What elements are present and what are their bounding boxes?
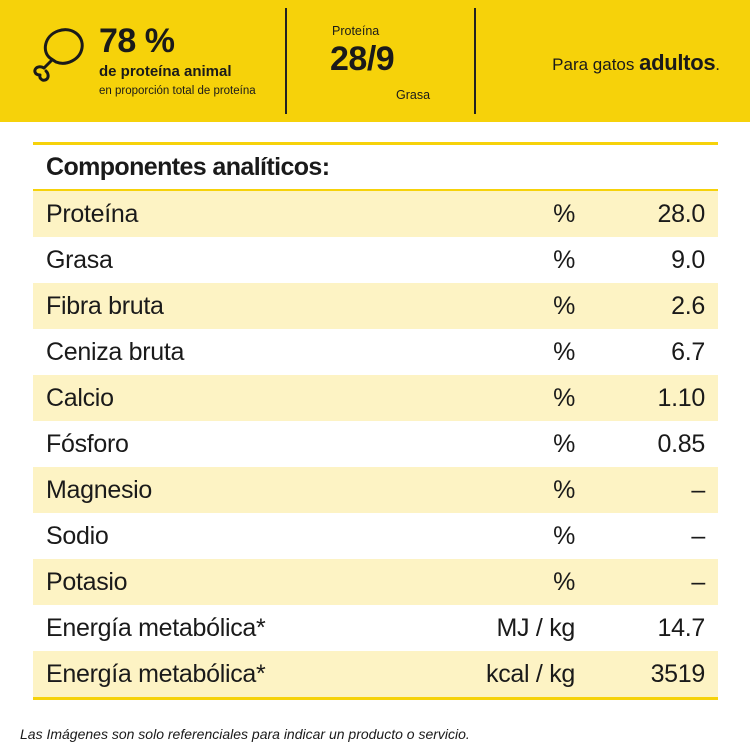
row-unit: kcal / kg <box>486 659 575 688</box>
row-unit: % <box>553 337 575 366</box>
row-value: – <box>691 521 705 550</box>
drumstick-icon <box>33 28 84 82</box>
row-name: Grasa <box>46 245 113 274</box>
table-row: Energía metabólica* MJ / kg 14.7 <box>33 605 718 651</box>
row-name: Magnesio <box>46 475 152 504</box>
row-unit: % <box>553 291 575 320</box>
row-value: – <box>691 567 705 596</box>
row-name: Fósforo <box>46 429 129 458</box>
row-unit: % <box>553 567 575 596</box>
row-name: Energía metabólica* <box>46 659 266 688</box>
row-value: 1.10 <box>657 383 706 412</box>
row-unit: % <box>553 383 575 412</box>
row-name: Proteína <box>46 199 139 228</box>
row-name: Calcio <box>46 383 114 412</box>
divider <box>285 8 287 114</box>
target-audience: Para gatos adultos. <box>552 52 720 74</box>
table-title: Componentes analíticos: <box>33 145 718 191</box>
row-value: 3519 <box>650 659 706 688</box>
row-unit: % <box>553 245 575 274</box>
row-name: Energía metabólica* <box>46 613 266 642</box>
row-name: Fibra bruta <box>46 291 164 320</box>
table-row: Ceniza bruta% 6.7 <box>33 329 718 375</box>
disclaimer: Las Imágenes son solo referenciales para… <box>20 726 470 742</box>
row-name: Potasio <box>46 567 128 596</box>
target-suffix: . <box>715 55 720 74</box>
table-row: Magnesio% – <box>33 467 718 513</box>
protein-sub-label: en proporción total de proteína <box>99 85 256 97</box>
target-strong: adultos <box>639 50 716 75</box>
target-prefix: Para gatos <box>552 55 635 74</box>
ratio-value: 28/9 <box>330 40 395 78</box>
row-name: Sodio <box>46 521 109 550</box>
ratio-top-label: Proteína <box>332 24 380 38</box>
row-value: 2.6 <box>671 291 705 320</box>
ratio-bottom-label: Grasa <box>396 88 431 102</box>
table-row: Calcio% 1.10 <box>33 375 718 421</box>
table-row: Proteína% 28.0 <box>33 191 718 237</box>
row-value: 0.85 <box>657 429 706 458</box>
table-row: Sodio% – <box>33 513 718 559</box>
table-row: Fibra bruta% 2.6 <box>33 283 718 329</box>
row-value: 14.7 <box>657 613 706 642</box>
table-row: Fósforo% 0.85 <box>33 421 718 467</box>
protein-percent: 78 % <box>99 22 175 60</box>
table-row: Grasa% 9.0 <box>33 237 718 283</box>
analytical-components-table: Componentes analíticos: Proteína% 28.0 Gra… <box>33 142 718 700</box>
table-row: Potasio% – <box>33 559 718 605</box>
row-value: 6.7 <box>671 337 705 366</box>
row-value: 9.0 <box>671 245 705 274</box>
divider <box>474 8 476 114</box>
row-unit: % <box>553 429 575 458</box>
row-unit: % <box>553 521 575 550</box>
row-value: 28.0 <box>657 199 706 228</box>
header-banner: 78 % de proteína animal en proporción to… <box>0 0 750 122</box>
row-unit: % <box>553 199 575 228</box>
row-unit: % <box>553 475 575 504</box>
row-value: – <box>691 475 705 504</box>
row-unit: MJ / kg <box>496 613 576 642</box>
row-name: Ceniza bruta <box>46 337 185 366</box>
protein-label: de proteína animal <box>99 63 232 80</box>
table-row: Energía metabólica* kcal / kg 3519 <box>33 651 718 697</box>
table-body: Proteína% 28.0 Grasa% 9.0 Fibra bruta% 2.6 Cen… <box>33 191 718 697</box>
